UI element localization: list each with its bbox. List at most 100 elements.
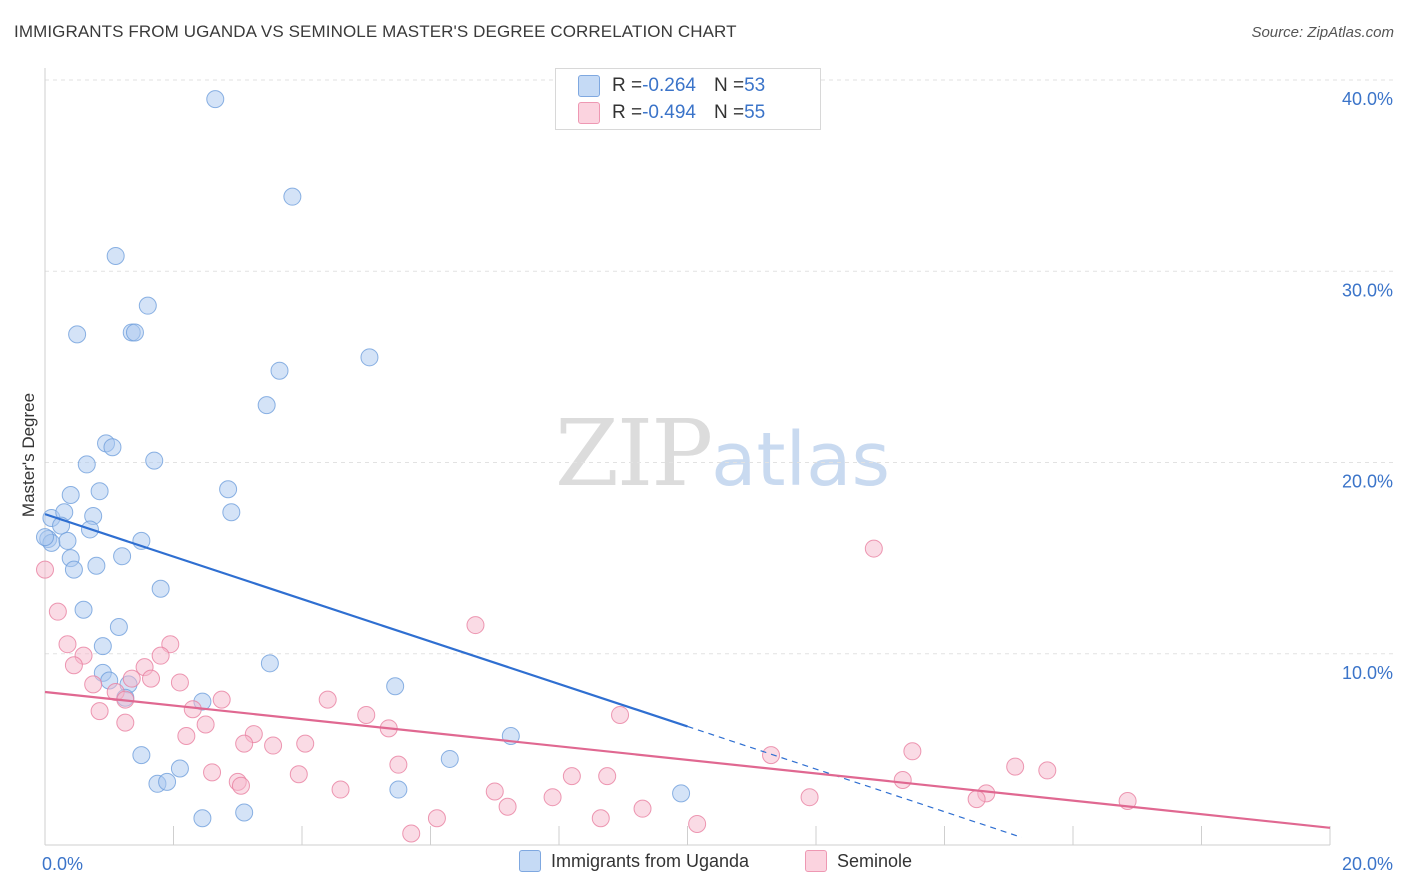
data-point: [498, 797, 517, 816]
y-tick-label: 30.0%: [1342, 280, 1393, 300]
data-point: [161, 635, 180, 654]
x-tick-label-min: 0.0%: [42, 854, 83, 874]
data-point: [90, 702, 109, 721]
watermark-zip: ZIP: [555, 400, 713, 507]
data-point: [893, 770, 912, 789]
data-point: [151, 579, 170, 598]
data-point: [427, 809, 446, 828]
data-point: [58, 531, 77, 550]
data-point: [264, 736, 283, 755]
data-point: [633, 799, 652, 818]
legend-label-uganda: Immigrants from Uganda: [551, 850, 750, 871]
data-point: [967, 790, 986, 809]
data-point: [331, 780, 350, 799]
legend-swatch-seminole: [805, 850, 827, 872]
data-point: [113, 547, 132, 566]
trend-line-extension: [687, 725, 1022, 838]
data-point: [219, 480, 238, 499]
data-point: [903, 742, 922, 761]
data-point: [158, 772, 177, 791]
data-point: [562, 767, 581, 786]
stats-n-label: N =: [713, 75, 745, 96]
data-point: [360, 348, 379, 367]
data-point: [212, 690, 231, 709]
data-point: [289, 765, 308, 784]
y-tick-label: 10.0%: [1342, 663, 1393, 683]
data-point: [270, 361, 289, 380]
data-point: [132, 746, 151, 765]
data-point: [177, 726, 196, 745]
data-point: [103, 438, 122, 457]
data-point: [170, 673, 189, 692]
data-point: [145, 451, 164, 470]
data-point: [688, 814, 707, 833]
data-point: [64, 656, 83, 675]
stats-legend: R = -0.264 N = 53 R = -0.494 N = 55: [555, 68, 821, 130]
data-point: [170, 759, 189, 778]
data-point: [222, 503, 241, 522]
stats-r-value: -0.494: [642, 102, 696, 123]
stats-r-label: R =: [612, 75, 643, 96]
data-point: [318, 690, 337, 709]
trend-line: [44, 690, 1331, 829]
stats-n-value: 55: [744, 102, 766, 123]
y-tick-label: 20.0%: [1342, 472, 1393, 492]
source-label: Source: ZipAtlas.com: [1251, 24, 1394, 41]
data-point: [206, 90, 225, 109]
data-point: [1006, 757, 1025, 776]
data-point: [485, 782, 504, 801]
stats-r-label: R =: [612, 102, 643, 123]
data-point: [402, 824, 421, 843]
stats-swatch-seminole: [578, 102, 600, 124]
data-point: [357, 705, 376, 724]
watermark: ZIPatlas: [555, 400, 890, 507]
data-point: [257, 396, 276, 415]
data-point: [116, 713, 135, 732]
data-point: [74, 600, 93, 619]
data-point: [84, 675, 103, 694]
data-point: [466, 616, 485, 635]
data-point: [193, 809, 212, 828]
data-point: [58, 635, 77, 654]
data-points: [36, 90, 1137, 843]
legend-item-uganda[interactable]: Immigrants from Uganda: [519, 850, 749, 872]
data-point: [386, 677, 405, 696]
data-point: [68, 325, 87, 344]
stats-row-seminole: R = -0.494 N = 55: [578, 100, 765, 126]
data-point: [800, 788, 819, 807]
data-point: [196, 715, 215, 734]
legend-item-seminole[interactable]: Seminole: [805, 850, 912, 872]
data-point: [142, 669, 161, 688]
bottom-legend: Immigrants from Uganda Seminole: [0, 850, 1406, 880]
data-point: [296, 734, 315, 753]
data-point: [1038, 761, 1057, 780]
data-point: [672, 784, 691, 803]
data-point: [138, 296, 157, 315]
legend-swatch-uganda: [519, 850, 541, 872]
tick-labels: 10.0% 20.0% 30.0% 40.0% 0.0% 20.0%: [42, 89, 1393, 874]
data-point: [106, 246, 125, 265]
data-point: [235, 734, 254, 753]
y-tick-label: 40.0%: [1342, 89, 1393, 109]
y-axis-label: Master's Degree: [19, 393, 38, 517]
data-point: [93, 637, 112, 656]
data-point: [235, 803, 254, 822]
data-point: [122, 669, 141, 688]
data-point: [591, 809, 610, 828]
data-point: [151, 646, 170, 665]
watermark-atlas: atlas: [711, 417, 890, 503]
data-point: [864, 539, 883, 558]
stats-swatch-uganda: [578, 75, 600, 97]
data-point: [260, 654, 279, 673]
data-point: [77, 455, 96, 474]
data-point: [389, 780, 408, 799]
data-point: [283, 187, 302, 206]
chart-title: IMMIGRANTS FROM UGANDA VS SEMINOLE MASTE…: [14, 22, 737, 41]
legend-label-seminole: Seminole: [837, 850, 913, 871]
x-tick-label-max: 20.0%: [1342, 854, 1393, 874]
data-point: [61, 486, 80, 505]
stats-n-label: N =: [713, 102, 745, 123]
axes: [44, 68, 1331, 846]
data-point: [762, 746, 781, 765]
